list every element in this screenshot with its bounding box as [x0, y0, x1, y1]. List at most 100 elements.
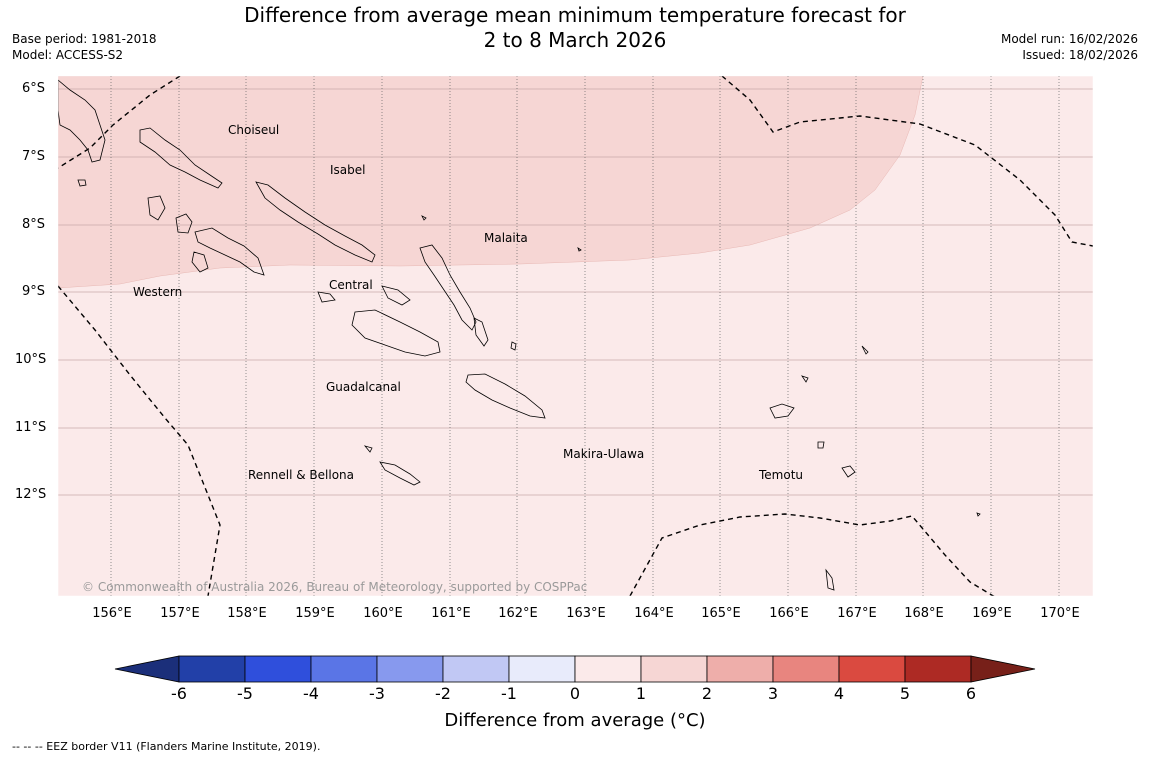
lon-label: 169°E: [972, 606, 1012, 621]
colorbar-segment-5: [442, 655, 510, 683]
lon-label: 168°E: [904, 606, 944, 621]
island-vanikoro: [841, 465, 856, 478]
colorbar-tick: -5: [237, 684, 253, 703]
island-smallmalaita: [473, 317, 489, 347]
colorbar-segment-10: [772, 655, 840, 683]
meta-right: Model run: 16/02/2026 Issued: 18/02/2026: [1001, 31, 1138, 63]
island-anuta: [976, 512, 981, 517]
island-florida: [381, 285, 411, 306]
colorbar-segment-3: [310, 655, 378, 683]
island-duff: [861, 345, 869, 355]
colorbar-tick: -2: [435, 684, 451, 703]
colorbar-segment-7: [574, 655, 642, 683]
island-malaita: [419, 244, 477, 331]
region-label-guadalcanal: Guadalcanal: [326, 380, 401, 394]
island-tikopia: [825, 568, 835, 591]
lon-label: 158°E: [227, 606, 267, 621]
colorbar-tick: 4: [833, 684, 845, 703]
base-period: Base period: 1981-2018: [12, 32, 157, 46]
island-newgeorgia-a: [147, 195, 166, 221]
colorbar: [114, 655, 1036, 683]
coastlines: [58, 79, 981, 591]
lon-label: 156°E: [92, 606, 132, 621]
lat-label: 7°S: [22, 149, 46, 164]
region-label-rennell-bellona: Rennell & Bellona: [248, 468, 355, 482]
lat-label: 6°S: [22, 81, 46, 96]
island-newgeorgia-c: [194, 227, 265, 276]
island-santacruz: [769, 403, 795, 419]
island-newgeorgia-b: [175, 213, 193, 234]
lon-label: 161°E: [431, 606, 471, 621]
eez-footer-note: -- -- -- EEZ border V11 (Flanders Marine…: [12, 740, 321, 753]
island-sikaiana: [577, 247, 582, 252]
island-choiseul: [139, 127, 223, 189]
model-name: Model: ACCESS-S2: [12, 48, 124, 62]
lon-label: 163°E: [566, 606, 606, 621]
island-bougainville: [58, 79, 106, 163]
island-ontong: [421, 215, 427, 221]
lon-label: 160°E: [363, 606, 403, 621]
region-label-malaita: Malaita: [484, 231, 528, 245]
colorbar-segment-9: [706, 655, 774, 683]
island-utupua: [817, 441, 825, 449]
colorbar-segment-6: [508, 655, 576, 683]
colorbar-tick: 2: [701, 684, 713, 703]
title-line-1: Difference from average mean minimum tem…: [244, 3, 906, 27]
title-line-2: 2 to 8 March 2026: [483, 28, 667, 52]
chart-title: Difference from average mean minimum tem…: [0, 3, 1150, 53]
eez-border: [58, 76, 1093, 596]
lon-label: 165°E: [701, 606, 741, 621]
colorbar-segment-8: [640, 655, 708, 683]
lat-label: 12°S: [15, 487, 47, 502]
island-rennell: [379, 461, 421, 486]
lon-label: 164°E: [634, 606, 674, 621]
copyright-notice: © Commonwealth of Australia 2026, Bureau…: [82, 580, 588, 594]
colorbar-tick: -4: [303, 684, 319, 703]
island-isabel: [255, 181, 376, 263]
colorbar-segment-4: [376, 655, 444, 683]
colorbar-tick: 0: [569, 684, 581, 703]
lat-label: 11°S: [15, 420, 47, 435]
colorbar-tick: -6: [171, 684, 187, 703]
colorbar-segment-2: [244, 655, 312, 683]
lon-label: 159°E: [295, 606, 335, 621]
island-russell: [317, 291, 336, 303]
island-makira: [465, 373, 546, 419]
region-label-western: Western: [133, 285, 183, 299]
colorbar-segment-1: [178, 655, 246, 683]
model-run: Model run: 16/02/2026: [1000, 32, 1138, 46]
lat-label: 10°S: [15, 352, 47, 367]
lon-label: 166°E: [769, 606, 809, 621]
island-bellona: [363, 445, 373, 453]
region-label-isabel: Isabel: [330, 163, 366, 177]
colorbar-extend-high: [970, 655, 1036, 683]
colorbar-title: Difference from average (°C): [444, 710, 706, 731]
lon-label: 170°E: [1040, 606, 1080, 621]
lat-gridlines: [58, 88, 1093, 496]
region-label-makira-ulawa: Makira-Ulawa: [563, 447, 645, 461]
region-label-temotu: Temotu: [759, 468, 804, 482]
region-label-central: Central: [329, 278, 373, 292]
lon-label: 157°E: [160, 606, 200, 621]
lat-label: 9°S: [22, 284, 46, 299]
anomaly-band-1-2: [58, 76, 924, 289]
meta-left: Base period: 1981-2018 Model: ACCESS-S2: [12, 31, 157, 63]
colorbar-segment-11: [838, 655, 906, 683]
lon-label: 167°E: [837, 606, 877, 621]
colorbar-tick: 1: [635, 684, 647, 703]
colorbar-extend-low: [114, 655, 180, 683]
lat-label: 8°S: [22, 217, 46, 232]
colorbar-tick: -1: [501, 684, 517, 703]
island-shortland: [77, 179, 87, 187]
island-reefs: [801, 375, 809, 383]
island-guadalcanal: [351, 309, 441, 357]
issued-date: Issued: 18/02/2026: [1022, 48, 1138, 62]
colorbar-tick: -3: [369, 684, 385, 703]
island-vellalavella: [191, 251, 209, 273]
colorbar-tick: 6: [965, 684, 977, 703]
colorbar-segment-12: [904, 655, 972, 683]
island-ulawa: [510, 341, 517, 351]
colorbar-tick: 3: [767, 684, 779, 703]
colorbar-tick: 5: [899, 684, 911, 703]
